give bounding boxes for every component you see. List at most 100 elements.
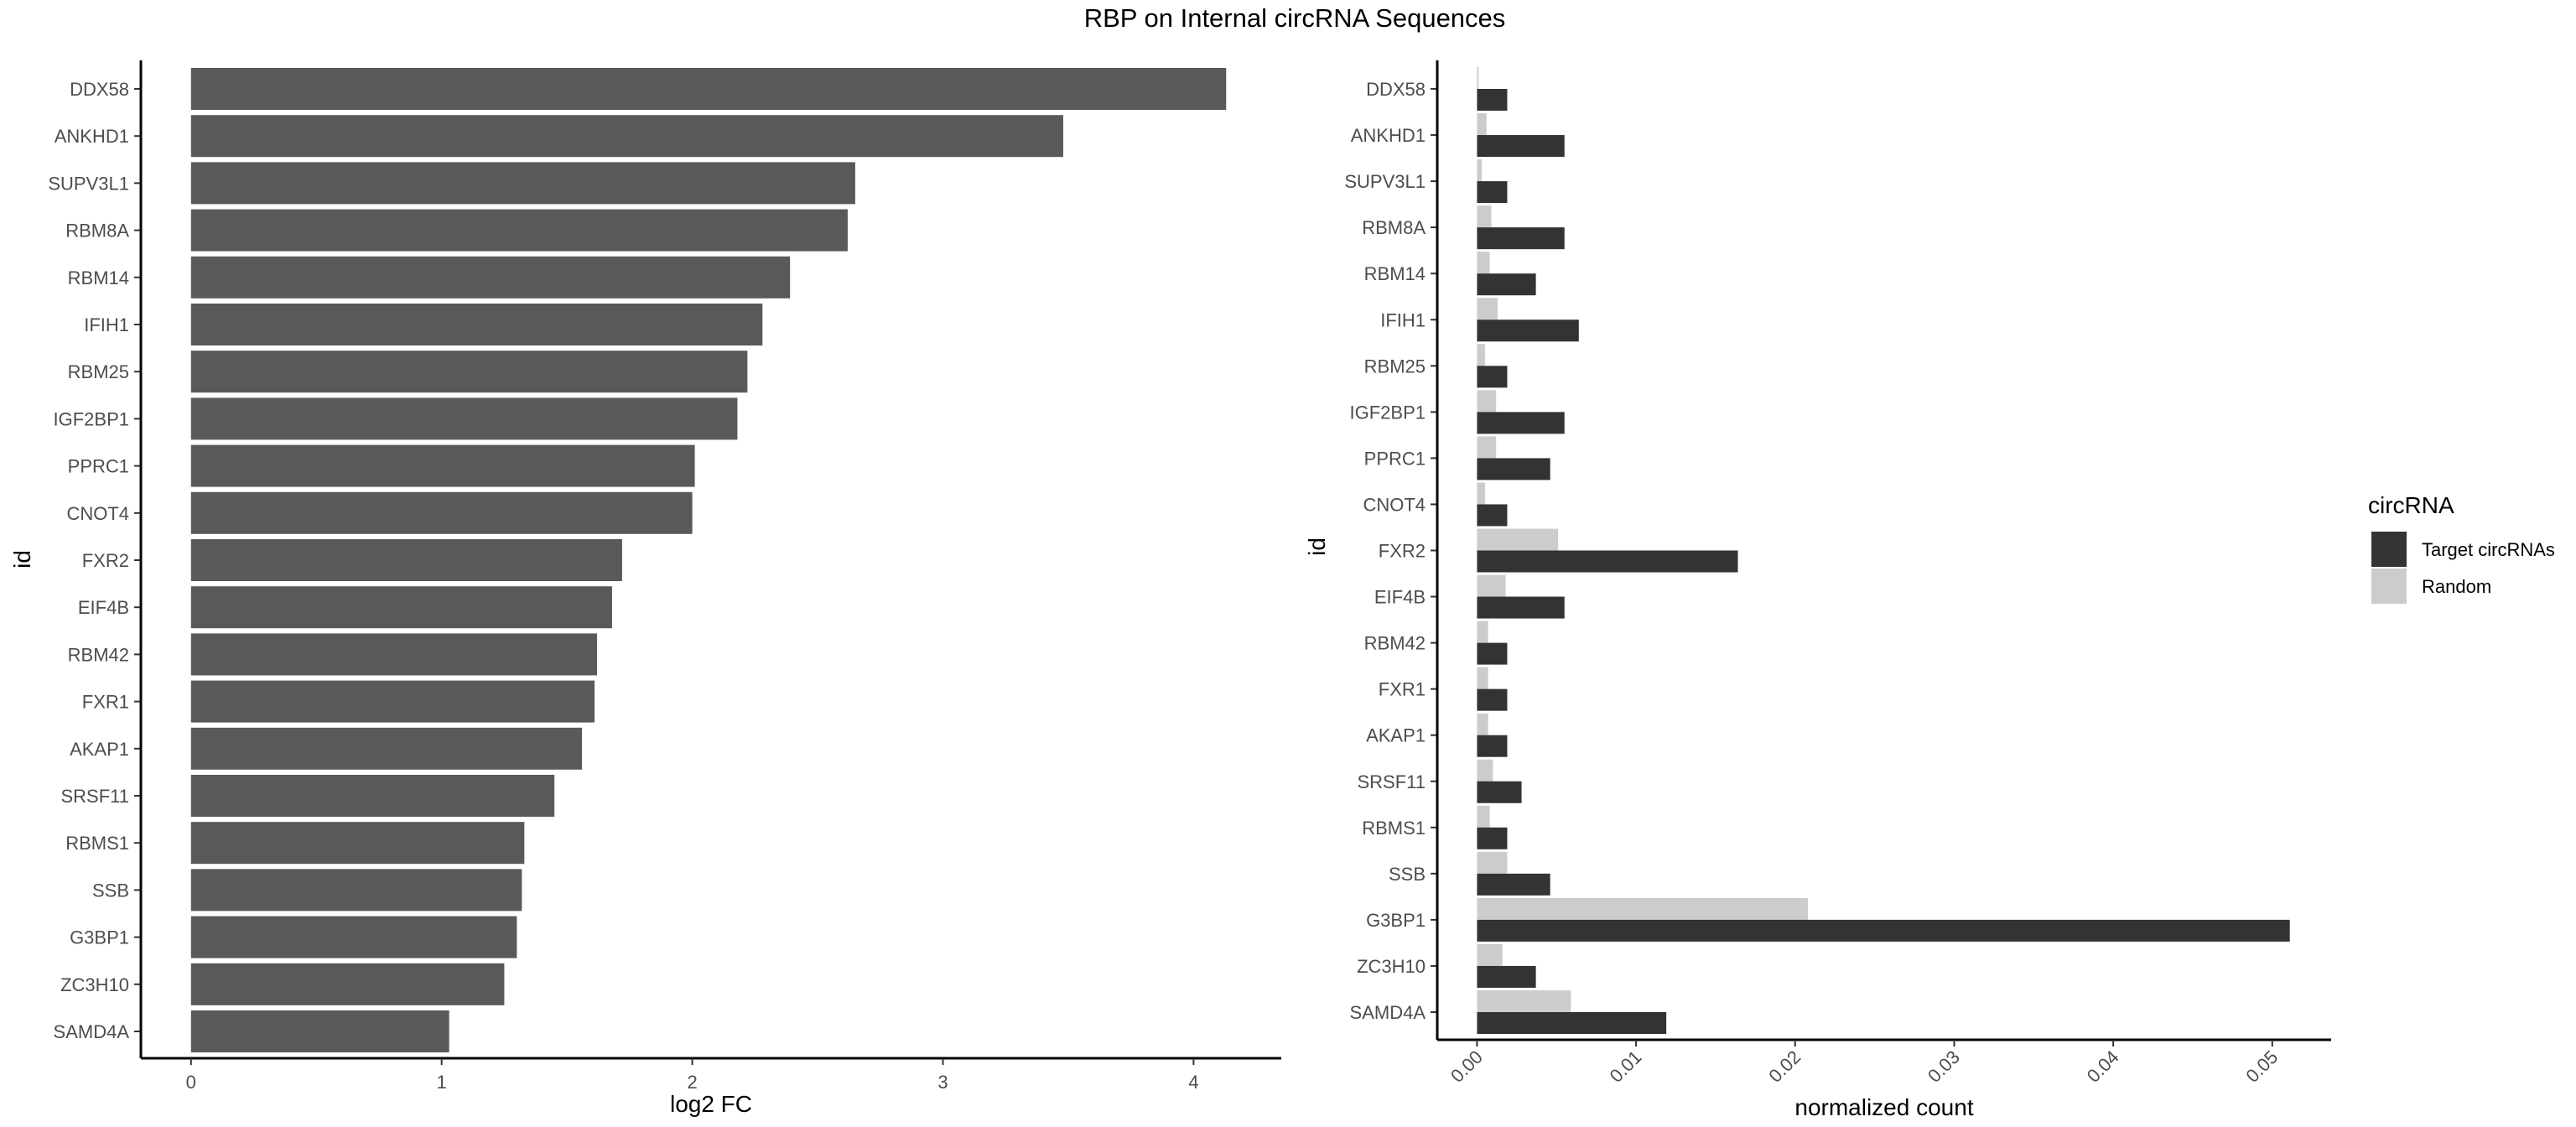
bar-log2fc-eif4b	[190, 586, 612, 629]
ytick-label: DDX58	[1366, 79, 1426, 100]
ytick-label: FXR2	[1379, 541, 1426, 562]
ytick-label: RBMS1	[1362, 818, 1426, 839]
y-axis-title: id	[1304, 538, 1330, 556]
bar-random-g3bp1	[1477, 897, 1808, 920]
bar-target-ssb	[1477, 873, 1550, 896]
ytick-label: ANKHD1	[1351, 125, 1426, 146]
bar-random-rbm25	[1477, 344, 1485, 366]
bar-target-rbms1	[1477, 827, 1508, 849]
bar-log2fc-rbm14	[190, 256, 791, 299]
ytick-label: PPRC1	[1364, 448, 1426, 469]
bar-random-ddx58	[1477, 67, 1479, 89]
ytick-label: PPRC1	[68, 456, 129, 477]
legend-label: Random	[2422, 576, 2491, 597]
bar-log2fc-igf2bp1	[190, 397, 738, 440]
ytick-label: FXR1	[1379, 679, 1426, 700]
legend-key	[2371, 569, 2407, 604]
legend-key	[2371, 532, 2407, 567]
bar-target-fxr1	[1477, 688, 1508, 711]
bar-random-igf2bp1	[1477, 390, 1497, 413]
bar-target-supv3l1	[1477, 181, 1508, 204]
ytick-label: RBM14	[1364, 263, 1426, 284]
bar-log2fc-rbms1	[190, 822, 525, 865]
bar-log2fc-rbm25	[190, 351, 748, 393]
bar-target-fxr2	[1477, 550, 1738, 573]
ytick-label: G3BP1	[70, 927, 129, 948]
ytick-label: IGF2BP1	[1350, 402, 1426, 423]
bar-random-pprc1	[1477, 436, 1497, 459]
xtick-label: 0.05	[2241, 1046, 2282, 1087]
xtick-label: 0.03	[1924, 1046, 1964, 1087]
bar-log2fc-srsf11	[190, 775, 555, 817]
bar-log2fc-zc3h10	[190, 963, 505, 1005]
bar-random-cnot4	[1477, 482, 1485, 505]
xtick-label: 2	[687, 1072, 697, 1093]
ytick-label: AKAP1	[1366, 725, 1426, 746]
xtick-label: 0.02	[1764, 1046, 1805, 1087]
log2fc-panel: DDX58 ANKHD1 SUPV3L1 RBM8A RBM14 IFIH1 RBM25 IG…	[9, 60, 1281, 1117]
bar-random-srsf11	[1477, 759, 1493, 782]
x-axis-title: log2 FC	[670, 1091, 752, 1117]
ytick-label: SSB	[1389, 864, 1426, 885]
ytick-label: IGF2BP1	[54, 408, 129, 429]
bar-target-ankhd1	[1477, 135, 1565, 158]
ytick-label: SUPV3L1	[1344, 171, 1426, 192]
x-axis-title: normalized count	[1794, 1094, 1973, 1120]
bar-log2fc-fxr1	[190, 680, 595, 723]
bar-random-rbm8a	[1477, 205, 1492, 228]
bar-random-rbm42	[1477, 621, 1488, 643]
ytick-label: IFIH1	[1380, 309, 1426, 330]
bar-target-samd4a	[1477, 1012, 1667, 1034]
bar-target-pprc1	[1477, 458, 1550, 480]
bar-log2fc-rbm8a	[190, 209, 848, 252]
legend-title: circRNA	[2368, 492, 2454, 518]
ytick-label: CNOT4	[66, 503, 129, 524]
ytick-label: ZC3H10	[60, 974, 129, 995]
xtick-label: 4	[1188, 1072, 1198, 1093]
xtick-label: 0.00	[1446, 1046, 1487, 1087]
bar-random-ankhd1	[1477, 113, 1487, 136]
bar-log2fc-pprc1	[190, 444, 695, 487]
bar-target-eif4b	[1477, 596, 1565, 619]
ytick-label: FXR1	[82, 692, 129, 713]
ytick-label: SUPV3L1	[48, 173, 129, 194]
bar-log2fc-akap1	[190, 727, 583, 770]
ytick-label: AKAP1	[70, 739, 129, 760]
xtick-label: 1	[437, 1072, 447, 1093]
ytick-label: RBM42	[68, 644, 129, 665]
ytick-label: ANKHD1	[55, 126, 129, 147]
bar-log2fc-ankhd1	[190, 115, 1063, 158]
xtick-label: 0.04	[2083, 1046, 2123, 1087]
bar-log2fc-ddx58	[190, 68, 1227, 110]
bar-target-zc3h10	[1477, 965, 1536, 988]
ytick-label: EIF4B	[78, 597, 129, 618]
bar-target-akap1	[1477, 735, 1508, 757]
ytick-label: SRSF11	[60, 786, 129, 807]
ytick-label: RBM25	[1364, 356, 1426, 377]
bar-random-supv3l1	[1477, 159, 1483, 182]
xtick-label: 3	[937, 1072, 948, 1093]
y-axis-title: id	[9, 550, 35, 569]
ytick-label: RBM8A	[65, 221, 129, 242]
ytick-label: RBM42	[1364, 633, 1426, 654]
ytick-label: SRSF11	[1357, 771, 1426, 792]
bar-random-samd4a	[1477, 990, 1571, 1012]
plot-title: RBP on Internal circRNA Sequences	[1084, 3, 1506, 33]
ytick-label: FXR2	[82, 550, 129, 571]
ytick-label: RBM8A	[1362, 217, 1426, 238]
bar-random-fxr2	[1477, 528, 1559, 551]
ytick-label: EIF4B	[1374, 587, 1426, 608]
bar-random-fxr1	[1477, 667, 1488, 689]
ytick-label: CNOT4	[1363, 494, 1426, 515]
bar-log2fc-ifih1	[190, 304, 763, 345]
ytick-label: RBM25	[68, 361, 129, 382]
bar-target-rbm25	[1477, 366, 1508, 388]
bar-log2fc-fxr2	[190, 539, 622, 581]
bar-target-rbm42	[1477, 642, 1508, 665]
bar-target-cnot4	[1477, 504, 1508, 527]
normalized-count-panel: DDX58 ANKHD1 SUPV3L1 RBM8A RBM14 IFIH1 RBM25 IG…	[1304, 60, 2331, 1120]
xtick-label: 0	[186, 1072, 196, 1093]
bar-log2fc-supv3l1	[190, 162, 855, 205]
ytick-label: G3BP1	[1366, 910, 1426, 931]
legend-label: Target circRNAs	[2422, 539, 2555, 560]
